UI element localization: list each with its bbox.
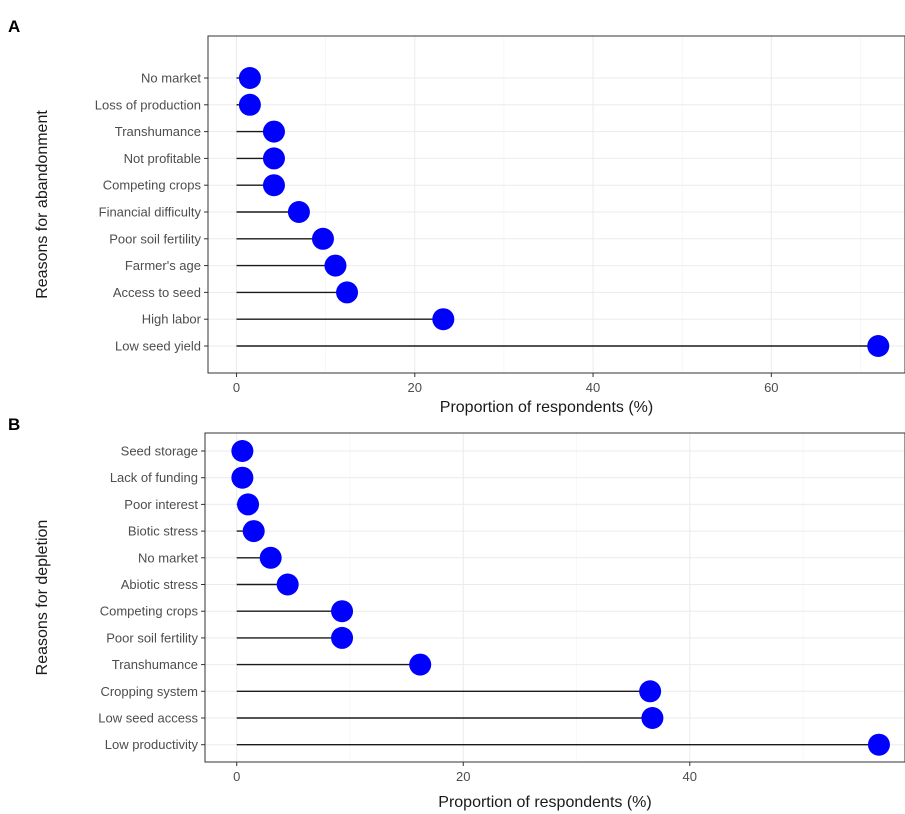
lollipop-point [262, 120, 285, 143]
lollipop-point [331, 600, 354, 623]
y-tick-label: Low seed yield [115, 339, 201, 354]
y-tick-label: Poor soil fertility [106, 630, 198, 645]
lollipop-point [409, 653, 432, 676]
x-tick-label: 60 [764, 380, 778, 395]
y-tick-label: Financial difficulty [99, 205, 202, 220]
lollipop-point [336, 281, 359, 304]
lollipop-point [262, 174, 285, 197]
panel-b: B Seed storage Lack of funding Poor interes… [8, 415, 905, 811]
x-tick-label: 40 [586, 380, 600, 395]
lollipop-point [641, 707, 664, 729]
y-axis-title: Reasons for depletion [34, 520, 51, 676]
y-tick-label: High labor [142, 312, 202, 327]
lollipop-point [311, 227, 334, 250]
lollipop-point [237, 493, 260, 516]
y-tick-label: Farmer's age [125, 258, 201, 273]
lollipop-point [867, 733, 890, 756]
x-tick-label: 0 [233, 769, 240, 784]
y-tick-label: Poor interest [124, 497, 198, 512]
y-tick-label: No market [138, 550, 198, 565]
y-tick-label: Biotic stress [128, 524, 199, 539]
lollipop-point [276, 573, 299, 596]
lollipop-point [331, 626, 354, 649]
plot-background [205, 433, 905, 762]
x-tick-label: 20 [456, 769, 470, 784]
lollipop-point [639, 680, 662, 703]
lollipop-point [259, 546, 282, 569]
y-tick-label: Competing crops [100, 604, 199, 619]
lollipop-point [867, 335, 890, 357]
lollipop-point [287, 201, 310, 223]
y-tick-label: Seed storage [121, 444, 198, 459]
panel-a: A No market Loss of production Transhumance… [8, 17, 905, 416]
lollipop-point [242, 520, 265, 543]
y-tick-label: Transhumance [112, 657, 198, 672]
y-tick-label: Low seed access [98, 711, 198, 726]
y-tick-label: Transhumance [115, 124, 201, 139]
plot-background [208, 36, 905, 373]
y-tick-label: Access to seed [113, 285, 201, 300]
lollipop-point [432, 308, 455, 331]
lollipop-point [238, 93, 261, 116]
lollipop-point [231, 440, 254, 462]
y-tick-label: Not profitable [124, 151, 201, 166]
y-tick-label: Competing crops [103, 178, 202, 193]
lollipop-point [324, 254, 347, 277]
plot-border [207, 35, 905, 374]
y-tick-label: Cropping system [100, 684, 198, 699]
panel-tag: B [8, 415, 20, 434]
y-tick-label: Lack of funding [110, 470, 198, 485]
y-axis-title: Reasons for abandonment [34, 110, 51, 299]
lollipop-point [238, 67, 261, 89]
x-axis-title: Proportion of respondents (%) [438, 794, 651, 811]
x-axis-title: Proportion of respondents (%) [440, 399, 653, 416]
plot-border [204, 432, 905, 763]
x-tick-label: 0 [233, 380, 240, 395]
x-tick-label: 20 [408, 380, 422, 395]
lollipop-point [262, 147, 285, 170]
y-tick-label: Abiotic stress [121, 577, 199, 592]
x-tick-label: 40 [683, 769, 697, 784]
y-tick-label: Poor soil fertility [109, 231, 201, 246]
y-tick-label: Low productivity [105, 737, 199, 752]
y-tick-label: No market [141, 71, 201, 86]
panel-tag: A [8, 17, 20, 36]
lollipop-point [231, 466, 254, 489]
y-tick-label: Loss of production [95, 97, 201, 112]
